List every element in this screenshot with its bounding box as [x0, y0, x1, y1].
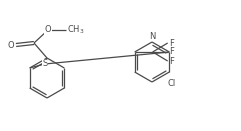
- Text: F: F: [169, 48, 174, 56]
- Text: O: O: [7, 40, 14, 50]
- Text: CH$_3$: CH$_3$: [67, 24, 85, 36]
- Text: Cl: Cl: [167, 79, 175, 88]
- Text: N: N: [149, 32, 155, 41]
- Text: F: F: [169, 56, 174, 66]
- Text: O: O: [45, 26, 51, 34]
- Text: S: S: [42, 59, 47, 69]
- Text: F: F: [169, 39, 174, 48]
